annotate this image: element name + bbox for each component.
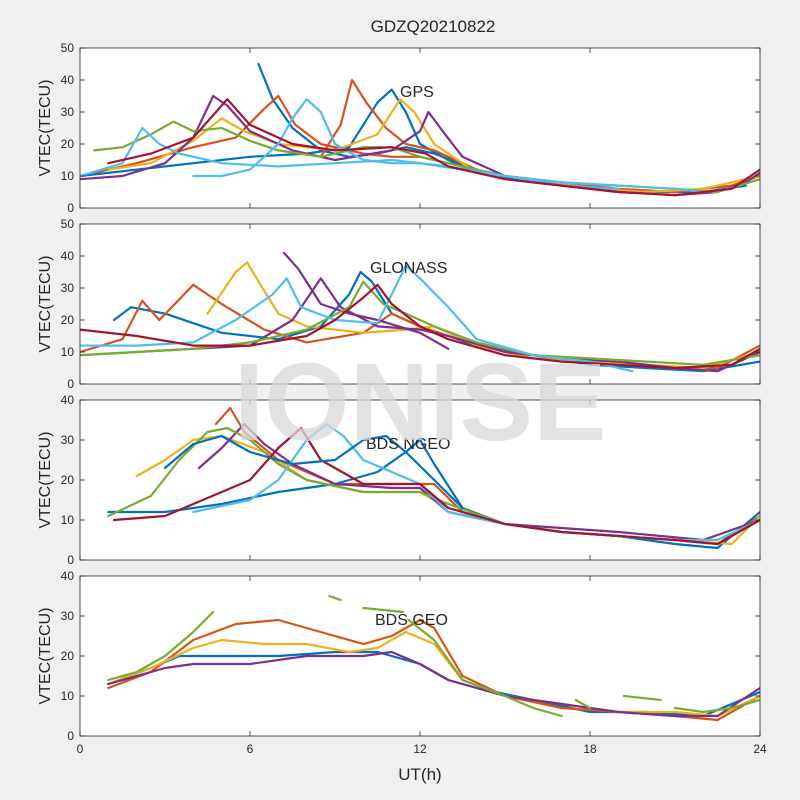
x-tick-label: 18 <box>583 742 597 756</box>
y-tick-label: 20 <box>61 313 75 327</box>
series-line-7 <box>362 606 405 614</box>
x-axis-label: UT(h) <box>398 765 441 784</box>
series-line-9 <box>574 698 592 710</box>
series-line-4 <box>282 251 450 350</box>
panel-label: BDS NGEO <box>366 436 450 453</box>
y-tick-label: 0 <box>67 553 74 567</box>
y-tick-label: 10 <box>61 513 75 527</box>
y-tick-label: 20 <box>61 137 75 151</box>
series-group <box>107 594 760 722</box>
x-tick-label: 12 <box>413 742 427 756</box>
y-tick-label: 50 <box>61 217 75 231</box>
panel-1: 0 10 20 30 40 50 VTEC(TECU) GPS <box>37 41 761 215</box>
series-line-10 <box>107 98 760 197</box>
y-tick-label: 0 <box>67 201 74 215</box>
series-line-3 <box>93 94 760 194</box>
y-axis-label: VTEC(TECU) <box>37 256 54 353</box>
y-axis-label: VTEC(TECU) <box>37 432 54 529</box>
y-axis-label: VTEC(TECU) <box>37 80 54 177</box>
panel-label: GPS <box>400 84 434 101</box>
chart-title: GDZQ20210822 <box>371 17 496 36</box>
y-tick-label: 20 <box>61 649 75 663</box>
series-group <box>80 62 760 197</box>
panel-label: BDS GEO <box>375 612 448 629</box>
y-tick-label: 40 <box>61 249 75 263</box>
series-line-4 <box>107 650 760 718</box>
y-tick-label: 10 <box>61 169 75 183</box>
series-line-5 <box>107 610 215 682</box>
y-tick-label: 30 <box>61 609 75 623</box>
series-line-10 <box>622 694 662 702</box>
y-tick-label: 40 <box>61 73 75 87</box>
series-line-4 <box>319 78 478 171</box>
series-line-6 <box>328 594 342 602</box>
series-line-8 <box>163 434 464 510</box>
series-line-7 <box>112 426 760 546</box>
series-line-1 <box>112 270 760 373</box>
series-line-7 <box>80 264 634 373</box>
series-line-4 <box>197 422 760 542</box>
panel-3: 0 10 20 30 40 VTEC(TECU) BDS NGEO <box>37 393 761 567</box>
x-tick-label: 24 <box>753 742 767 756</box>
y-tick-label: 40 <box>61 569 75 583</box>
panel-label: GLONASS <box>370 260 447 277</box>
plot-area <box>80 48 760 208</box>
y-tick-label: 20 <box>61 473 75 487</box>
series-line-8 <box>80 283 760 370</box>
panel-2: 0 10 20 30 40 50 VTEC(TECU) GLONASS <box>37 217 761 391</box>
y-tick-label: 40 <box>61 393 75 407</box>
x-tick-label: 0 <box>77 742 84 756</box>
series-line-9 <box>80 126 620 190</box>
series-group <box>80 251 760 373</box>
y-tick-label: 50 <box>61 41 75 55</box>
y-tick-label: 10 <box>61 689 75 703</box>
panels-group: 0 10 20 30 40 50 VTEC(TECU) GPS 0 10 20 30 40 50 VTEC(… <box>37 41 767 756</box>
y-tick-label: 10 <box>61 345 75 359</box>
series-line-5 <box>80 277 760 373</box>
plot-area <box>80 224 760 384</box>
series-group <box>107 406 760 550</box>
y-tick-label: 30 <box>61 281 75 295</box>
series-line-8 <box>407 618 563 718</box>
series-line-11 <box>673 698 760 714</box>
y-tick-label: 30 <box>61 433 75 447</box>
series-line-3 <box>107 630 760 718</box>
x-tick-label: 6 <box>247 742 254 756</box>
watermark-text: IONISE <box>234 341 607 464</box>
y-tick-label: 30 <box>61 105 75 119</box>
y-tick-label: 0 <box>67 377 74 391</box>
panel-4: 0 10 20 30 40 0 6 12 18 24 VTEC(TECU) BDS GEO <box>37 569 767 756</box>
series-line-1 <box>107 438 760 550</box>
plot-area <box>80 400 760 560</box>
y-tick-label: 0 <box>67 729 74 743</box>
y-axis-label: VTEC(TECU) <box>37 608 54 705</box>
